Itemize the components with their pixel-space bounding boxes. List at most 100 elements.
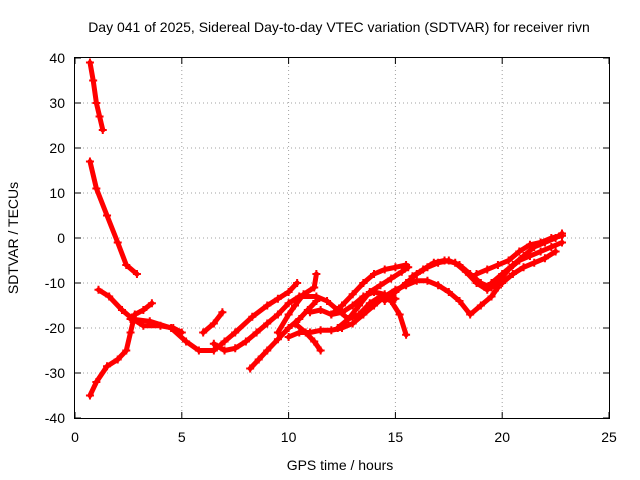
- data-point-17-0: [487, 279, 496, 287]
- data-point-15-2: [429, 258, 438, 267]
- data-point-7-2: [263, 346, 272, 355]
- data-point-14-0: [380, 297, 389, 305]
- data-point-14-2: [402, 279, 411, 287]
- data-point-16-4: [515, 247, 524, 256]
- data-point-1-5: [132, 270, 141, 278]
- data-point-2-2: [103, 362, 112, 371]
- data-point-8-5: [312, 270, 321, 278]
- data-point-0-4: [98, 126, 107, 134]
- data-point-4-12: [293, 279, 302, 287]
- x-tick-label-0: 0: [71, 429, 79, 445]
- data-point-8-0: [273, 328, 282, 337]
- y-tick-label-2: -20: [45, 320, 65, 336]
- series-arc-11: [291, 319, 325, 355]
- data-point-4-10: [273, 294, 282, 303]
- data-point-4-1: [145, 317, 154, 326]
- data-point-7-3: [273, 335, 282, 344]
- data-point-5-1: [209, 319, 218, 328]
- data-point-7-4: [284, 324, 293, 332]
- data-point-9-15: [444, 288, 453, 296]
- data-point-15-6: [472, 279, 481, 287]
- series-line-1: [87, 159, 140, 277]
- data-point-9-18: [476, 301, 485, 310]
- data-point-2-1: [92, 378, 101, 386]
- data-point-6-2: [231, 344, 240, 353]
- data-point-9-19: [487, 292, 496, 301]
- data-point-16-2: [493, 261, 502, 269]
- data-point-13-6: [391, 263, 400, 272]
- y-tick-label-1: -30: [45, 365, 65, 381]
- data-point-13-3: [359, 279, 368, 287]
- data-point-1-0: [85, 157, 94, 166]
- data-point-9-12: [412, 276, 421, 285]
- data-point-2-7: [139, 306, 148, 314]
- data-point-4-8: [248, 312, 257, 321]
- data-point-15-14: [558, 238, 567, 247]
- data-point-8-4: [310, 283, 319, 292]
- x-axis-label: GPS time / hours: [287, 457, 394, 473]
- data-point-9-6: [348, 319, 357, 328]
- series-arc-3: [85, 299, 156, 400]
- data-point-17-6: [551, 234, 560, 242]
- data-point-6-10: [323, 297, 332, 305]
- data-point-9-4: [327, 326, 336, 335]
- data-point-12-4: [376, 281, 385, 290]
- data-point-4-6: [220, 337, 229, 346]
- data-point-2-8: [147, 299, 156, 308]
- x-tick-label-1: 5: [178, 429, 186, 445]
- data-point-4-4: [194, 346, 203, 355]
- data-point-14-13: [519, 263, 528, 272]
- plot-frame: [74, 57, 610, 419]
- data-point-2-0: [85, 391, 94, 400]
- data-point-12-0: [333, 324, 342, 332]
- data-point-3-1: [105, 292, 114, 301]
- series-line-5: [200, 309, 225, 335]
- data-point-9-16: [455, 297, 464, 305]
- data-point-4-5: [209, 346, 218, 355]
- data-point-4-2: [167, 324, 176, 332]
- data-point-0-1: [89, 76, 98, 85]
- data-point-0-3: [95, 112, 104, 121]
- data-point-16-1: [483, 265, 492, 274]
- series-line-10: [292, 321, 324, 353]
- data-point-11-3: [338, 308, 346, 317]
- data-point-17-4: [530, 243, 539, 251]
- data-point-10-0: [291, 319, 300, 328]
- y-axis: -40 -30 -20 -10 0 10 20 30 40: [45, 50, 609, 426]
- data-point-8-1: [284, 310, 293, 319]
- data-point-9-3: [316, 326, 325, 335]
- data-point-10-1: [301, 328, 310, 337]
- data-point-15-3: [440, 256, 449, 265]
- data-point-11-0: [305, 308, 314, 317]
- data-point-10-3: [316, 346, 325, 355]
- data-point-7-0: [246, 364, 255, 373]
- chart-title: Day 041 of 2025, Sidereal Day-to-day VTE…: [88, 19, 590, 35]
- y-tick-label-5: 10: [49, 185, 65, 201]
- series-arc-13: [333, 263, 413, 332]
- data-point-6-5: [263, 319, 272, 328]
- data-point-6-17: [395, 310, 404, 319]
- x-tick-label-2: 10: [281, 429, 297, 445]
- data-point-2-5: [126, 328, 135, 337]
- data-point-6-4: [252, 328, 261, 337]
- data-point-1-2: [103, 211, 112, 220]
- data-point-12-3: [365, 288, 374, 296]
- x-tick-label-3: 15: [388, 429, 404, 445]
- y-tick-label-6: 20: [49, 140, 65, 156]
- data-point-6-7: [284, 299, 293, 308]
- data-point-4-11: [284, 288, 293, 296]
- data-point-12-6: [397, 267, 406, 276]
- data-point-15-5: [461, 267, 470, 276]
- data-point-4-7: [231, 328, 240, 337]
- series-arc-14: [327, 261, 411, 319]
- data-point-14-1: [391, 288, 400, 296]
- data-point-9-8: [370, 301, 379, 310]
- y-tick-label-3: -10: [45, 275, 65, 291]
- data-point-8-3: [299, 290, 308, 299]
- data-point-9-13: [423, 276, 432, 285]
- data-point-1-3: [113, 238, 122, 247]
- data-point-9-7: [359, 310, 368, 319]
- series-arc-9: [273, 270, 321, 337]
- data-point-7-1: [254, 355, 263, 364]
- data-point-17-1: [498, 270, 507, 278]
